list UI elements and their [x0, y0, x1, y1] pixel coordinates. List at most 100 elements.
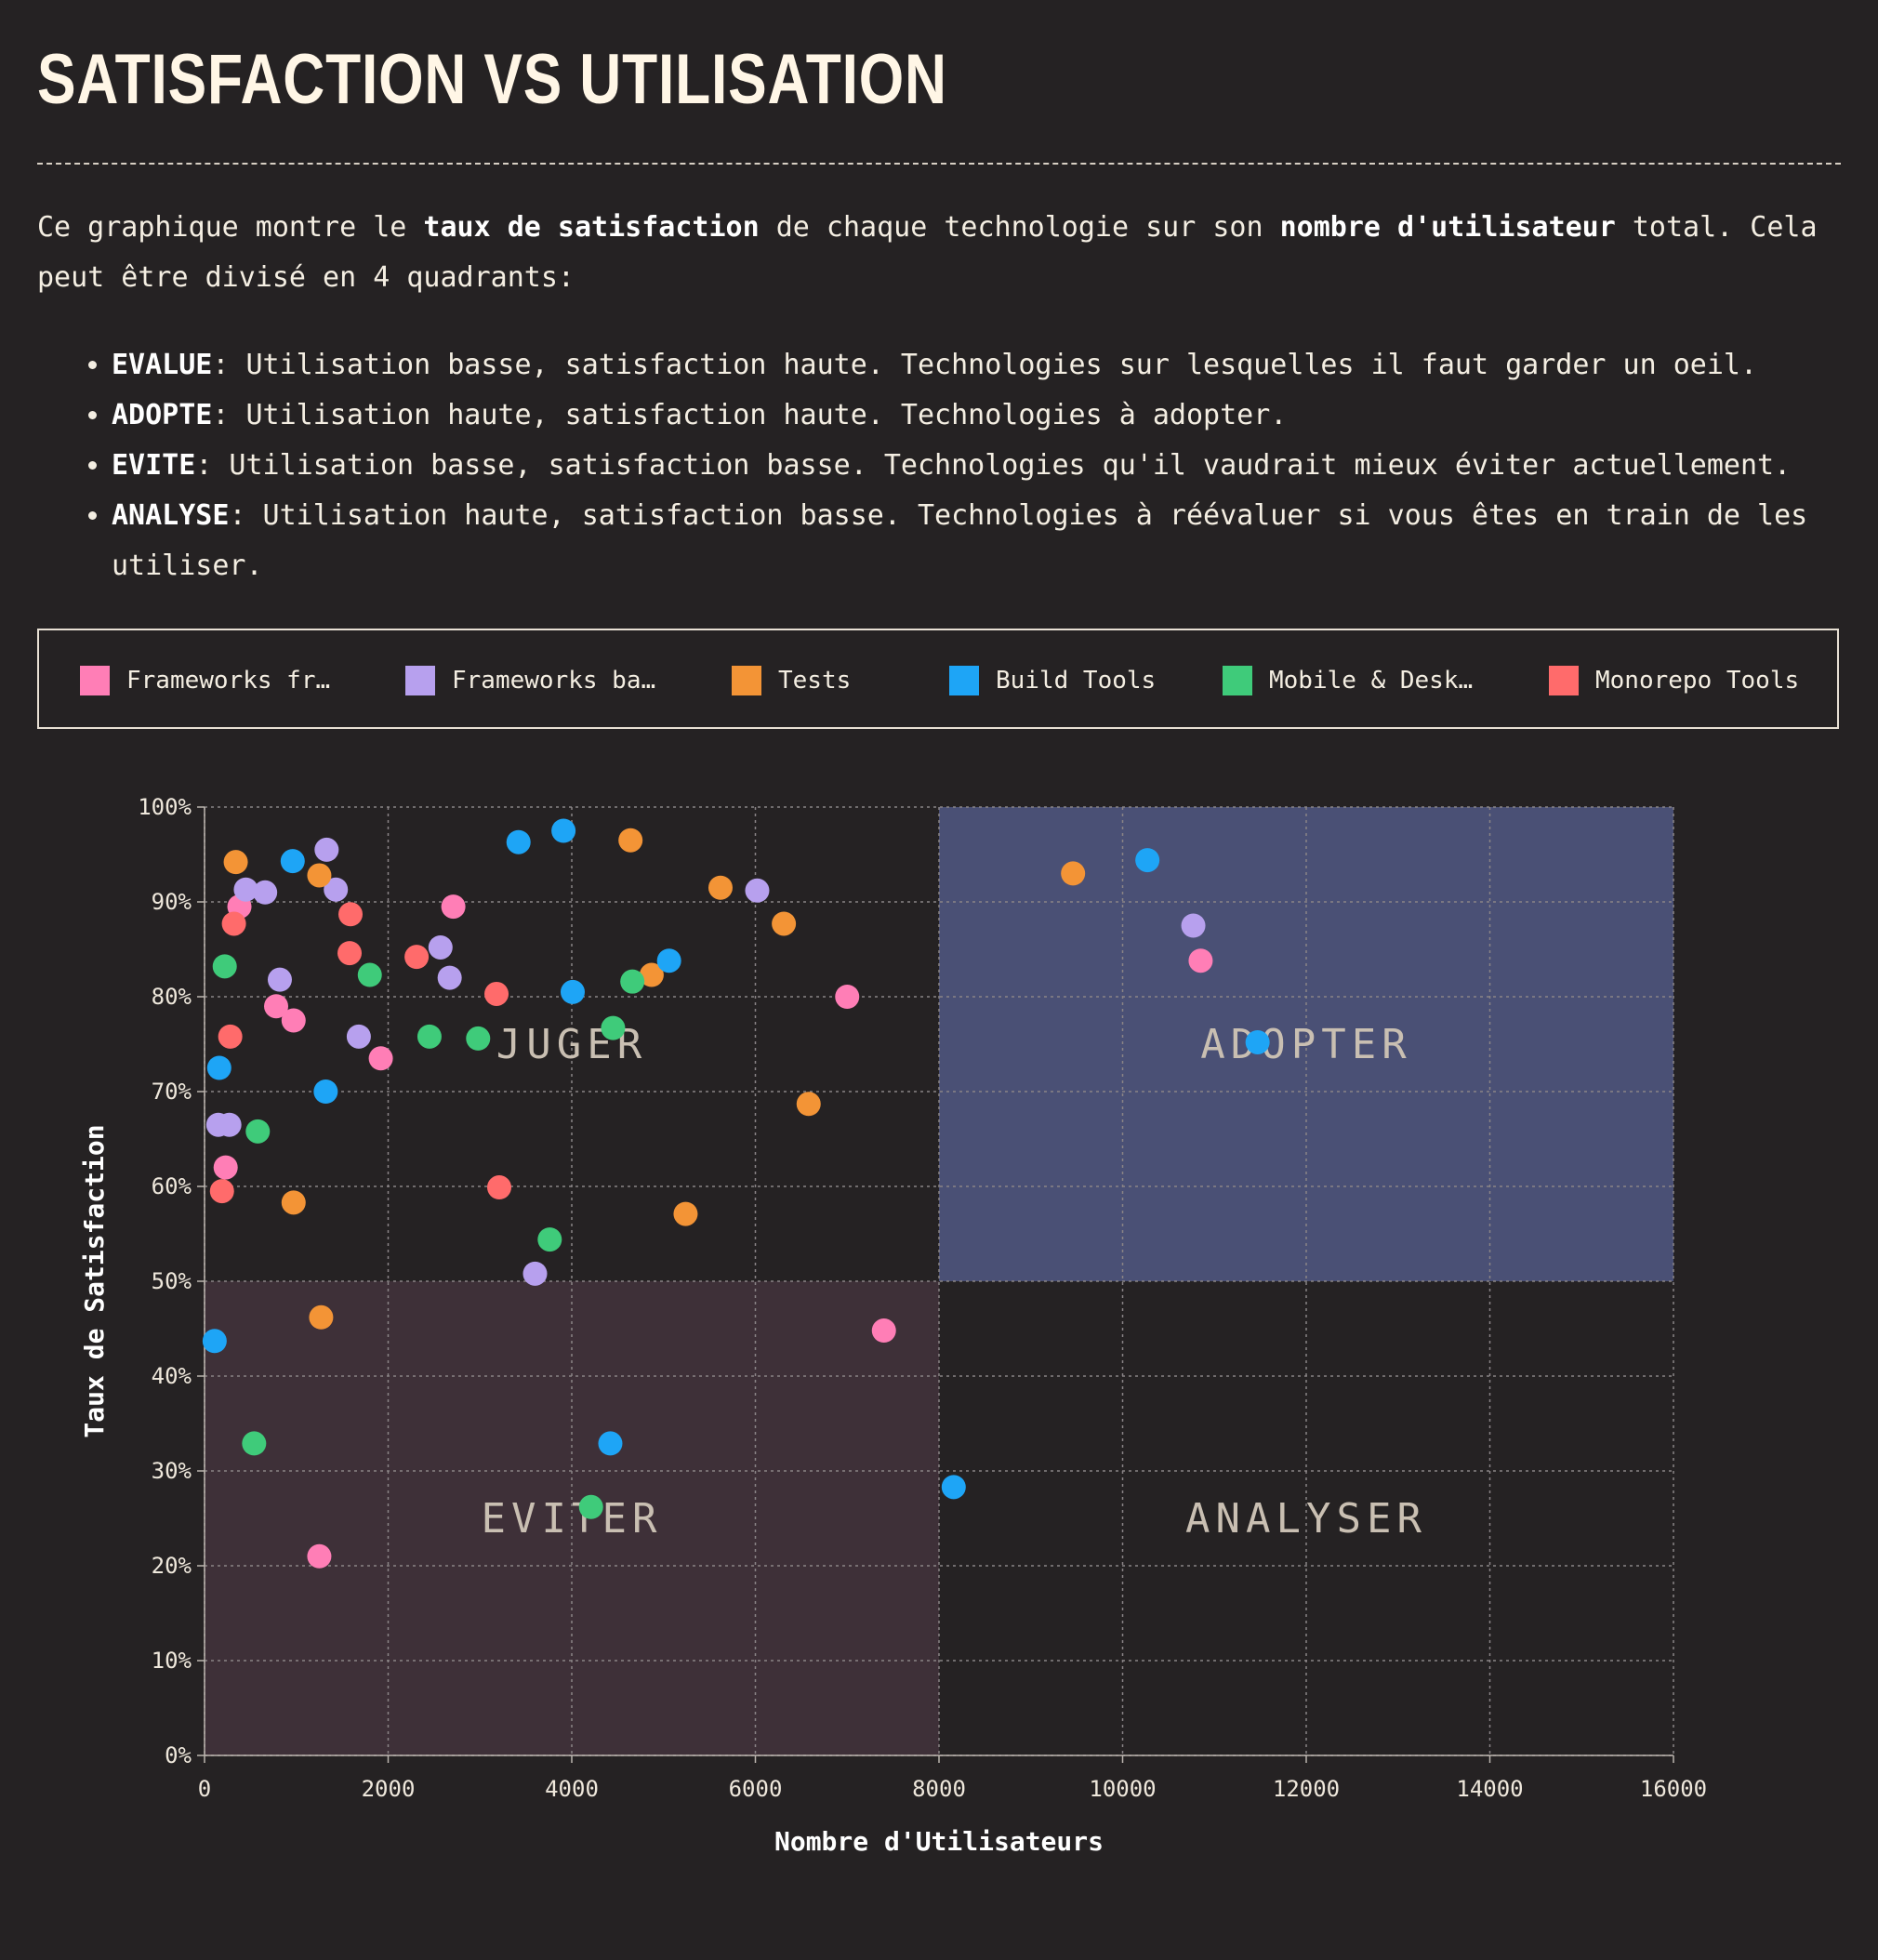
data-point	[941, 1475, 966, 1500]
data-point	[221, 911, 246, 936]
data-point	[578, 1494, 603, 1519]
x-tick-label: 16000	[1640, 1776, 1707, 1802]
data-point	[209, 1179, 234, 1204]
legend-item-frameworks-front[interactable]: Frameworks fr…	[80, 666, 330, 695]
y-tick-label: 90%	[152, 889, 192, 915]
legend-item-monorepo-tools[interactable]: Monorepo Tools	[1549, 666, 1799, 695]
y-tick-label: 80%	[152, 984, 192, 1010]
x-tick-label: 0	[198, 1776, 211, 1802]
data-point	[618, 828, 643, 853]
quadrant-text: : Utilisation haute, satisfaction basse.…	[112, 499, 1808, 582]
data-point	[417, 1024, 442, 1049]
intro-bold-2: nombre d'utilisateur	[1279, 211, 1616, 244]
legend-label: Tests	[778, 667, 852, 695]
data-point	[307, 1543, 332, 1569]
data-point	[466, 1026, 491, 1051]
quadrant-label: ANALYSER	[1185, 1495, 1427, 1543]
legend-swatch	[949, 666, 979, 695]
legend-item-build-tools[interactable]: Build Tools	[949, 666, 1156, 695]
intro-bold-1: taux de satisfaction	[423, 211, 760, 244]
data-point	[281, 1008, 306, 1033]
intro-text-1: Ce graphique montre le	[37, 211, 424, 244]
data-point	[368, 1046, 393, 1071]
x-tick-label: 8000	[912, 1776, 966, 1802]
y-tick-label: 50%	[152, 1268, 192, 1294]
data-point	[656, 948, 681, 973]
x-tick-label: 12000	[1273, 1776, 1340, 1802]
data-point	[486, 1175, 511, 1200]
data-point	[1135, 848, 1160, 873]
chart-legend: Frameworks fr… Frameworks ba… Tests Buil…	[37, 629, 1839, 729]
data-point	[324, 877, 349, 902]
data-point	[213, 1155, 238, 1180]
list-item: EVITE: Utilisation basse, satisfaction b…	[112, 441, 1878, 491]
data-point	[484, 981, 509, 1006]
data-point	[346, 1024, 371, 1049]
data-point	[620, 969, 645, 994]
quadrant-text: : Utilisation basse, satisfaction basse.…	[195, 449, 1792, 482]
data-point	[506, 829, 531, 854]
data-point	[745, 878, 770, 903]
page-title: SATISFACTION VS UTILISATION	[37, 40, 947, 119]
data-point	[1061, 861, 1086, 886]
data-point	[708, 875, 733, 900]
data-point	[245, 1119, 271, 1144]
data-point	[264, 994, 289, 1019]
y-tick-label: 100%	[138, 794, 192, 820]
data-point	[242, 1431, 267, 1456]
scatter-chart: 0 2000 4000 6000 8000 10000 12000 14000 16000 0% 1…	[79, 794, 1707, 1857]
data-point	[404, 945, 430, 970]
data-point	[338, 902, 364, 927]
legend-label: Monorepo Tools	[1595, 667, 1800, 695]
data-point	[601, 1015, 626, 1040]
legend-swatch	[80, 666, 110, 695]
legend-swatch	[732, 666, 761, 695]
data-point	[772, 911, 797, 936]
x-axis-label: Nombre d'Utilisateurs	[774, 1826, 1104, 1857]
data-point	[337, 941, 363, 966]
data-point	[253, 880, 278, 905]
data-point	[598, 1431, 623, 1456]
intro-text-2: de chaque technologie sur son	[759, 211, 1280, 244]
data-point	[639, 962, 664, 987]
legend-item-frameworks-back[interactable]: Frameworks ba…	[405, 666, 655, 695]
data-point	[357, 962, 382, 987]
data-point	[202, 1329, 227, 1354]
x-tick-label: 10000	[1089, 1776, 1156, 1802]
data-point	[441, 894, 466, 920]
y-tick-label: 0%	[165, 1742, 192, 1768]
data-point	[428, 934, 453, 960]
data-point	[218, 1024, 243, 1049]
legend-item-tests[interactable]: Tests	[732, 666, 851, 695]
quadrant-text: : Utilisation basse, satisfaction haute.…	[212, 349, 1758, 381]
y-tick-label: 30%	[152, 1458, 192, 1484]
data-point	[1188, 948, 1213, 973]
x-tick-label: 14000	[1456, 1776, 1523, 1802]
legend-item-mobile-desktop[interactable]: Mobile & Desk…	[1223, 666, 1473, 695]
legend-label: Frameworks fr…	[126, 667, 331, 695]
x-tick-label: 4000	[545, 1776, 599, 1802]
list-item: ANALYSE: Utilisation haute, satisfaction…	[112, 491, 1878, 591]
data-point	[551, 818, 576, 843]
data-point	[217, 1112, 242, 1137]
data-point	[309, 1304, 334, 1330]
data-point	[1245, 1029, 1270, 1054]
intro-paragraph: Ce graphique montre le taux de satisfact…	[37, 203, 1845, 303]
data-point	[871, 1318, 896, 1344]
legend-label: Frameworks ba…	[452, 667, 656, 695]
data-point	[1181, 913, 1206, 938]
quadrant-name: ANALYSE	[112, 499, 230, 532]
quadrant-name: EVALUE	[112, 349, 213, 381]
quadrant-text: : Utilisation haute, satisfaction haute.…	[212, 399, 1288, 431]
data-point	[314, 837, 339, 862]
data-point	[313, 1079, 338, 1104]
x-tick-label: 2000	[362, 1776, 416, 1802]
data-point	[673, 1201, 698, 1226]
quadrant-name: EVITE	[112, 449, 196, 482]
data-point	[267, 967, 292, 992]
legend-label: Mobile & Desk…	[1269, 667, 1474, 695]
x-tick-label: 6000	[729, 1776, 783, 1802]
quadrant-label: EVITER	[482, 1495, 663, 1543]
data-point	[281, 1190, 306, 1215]
